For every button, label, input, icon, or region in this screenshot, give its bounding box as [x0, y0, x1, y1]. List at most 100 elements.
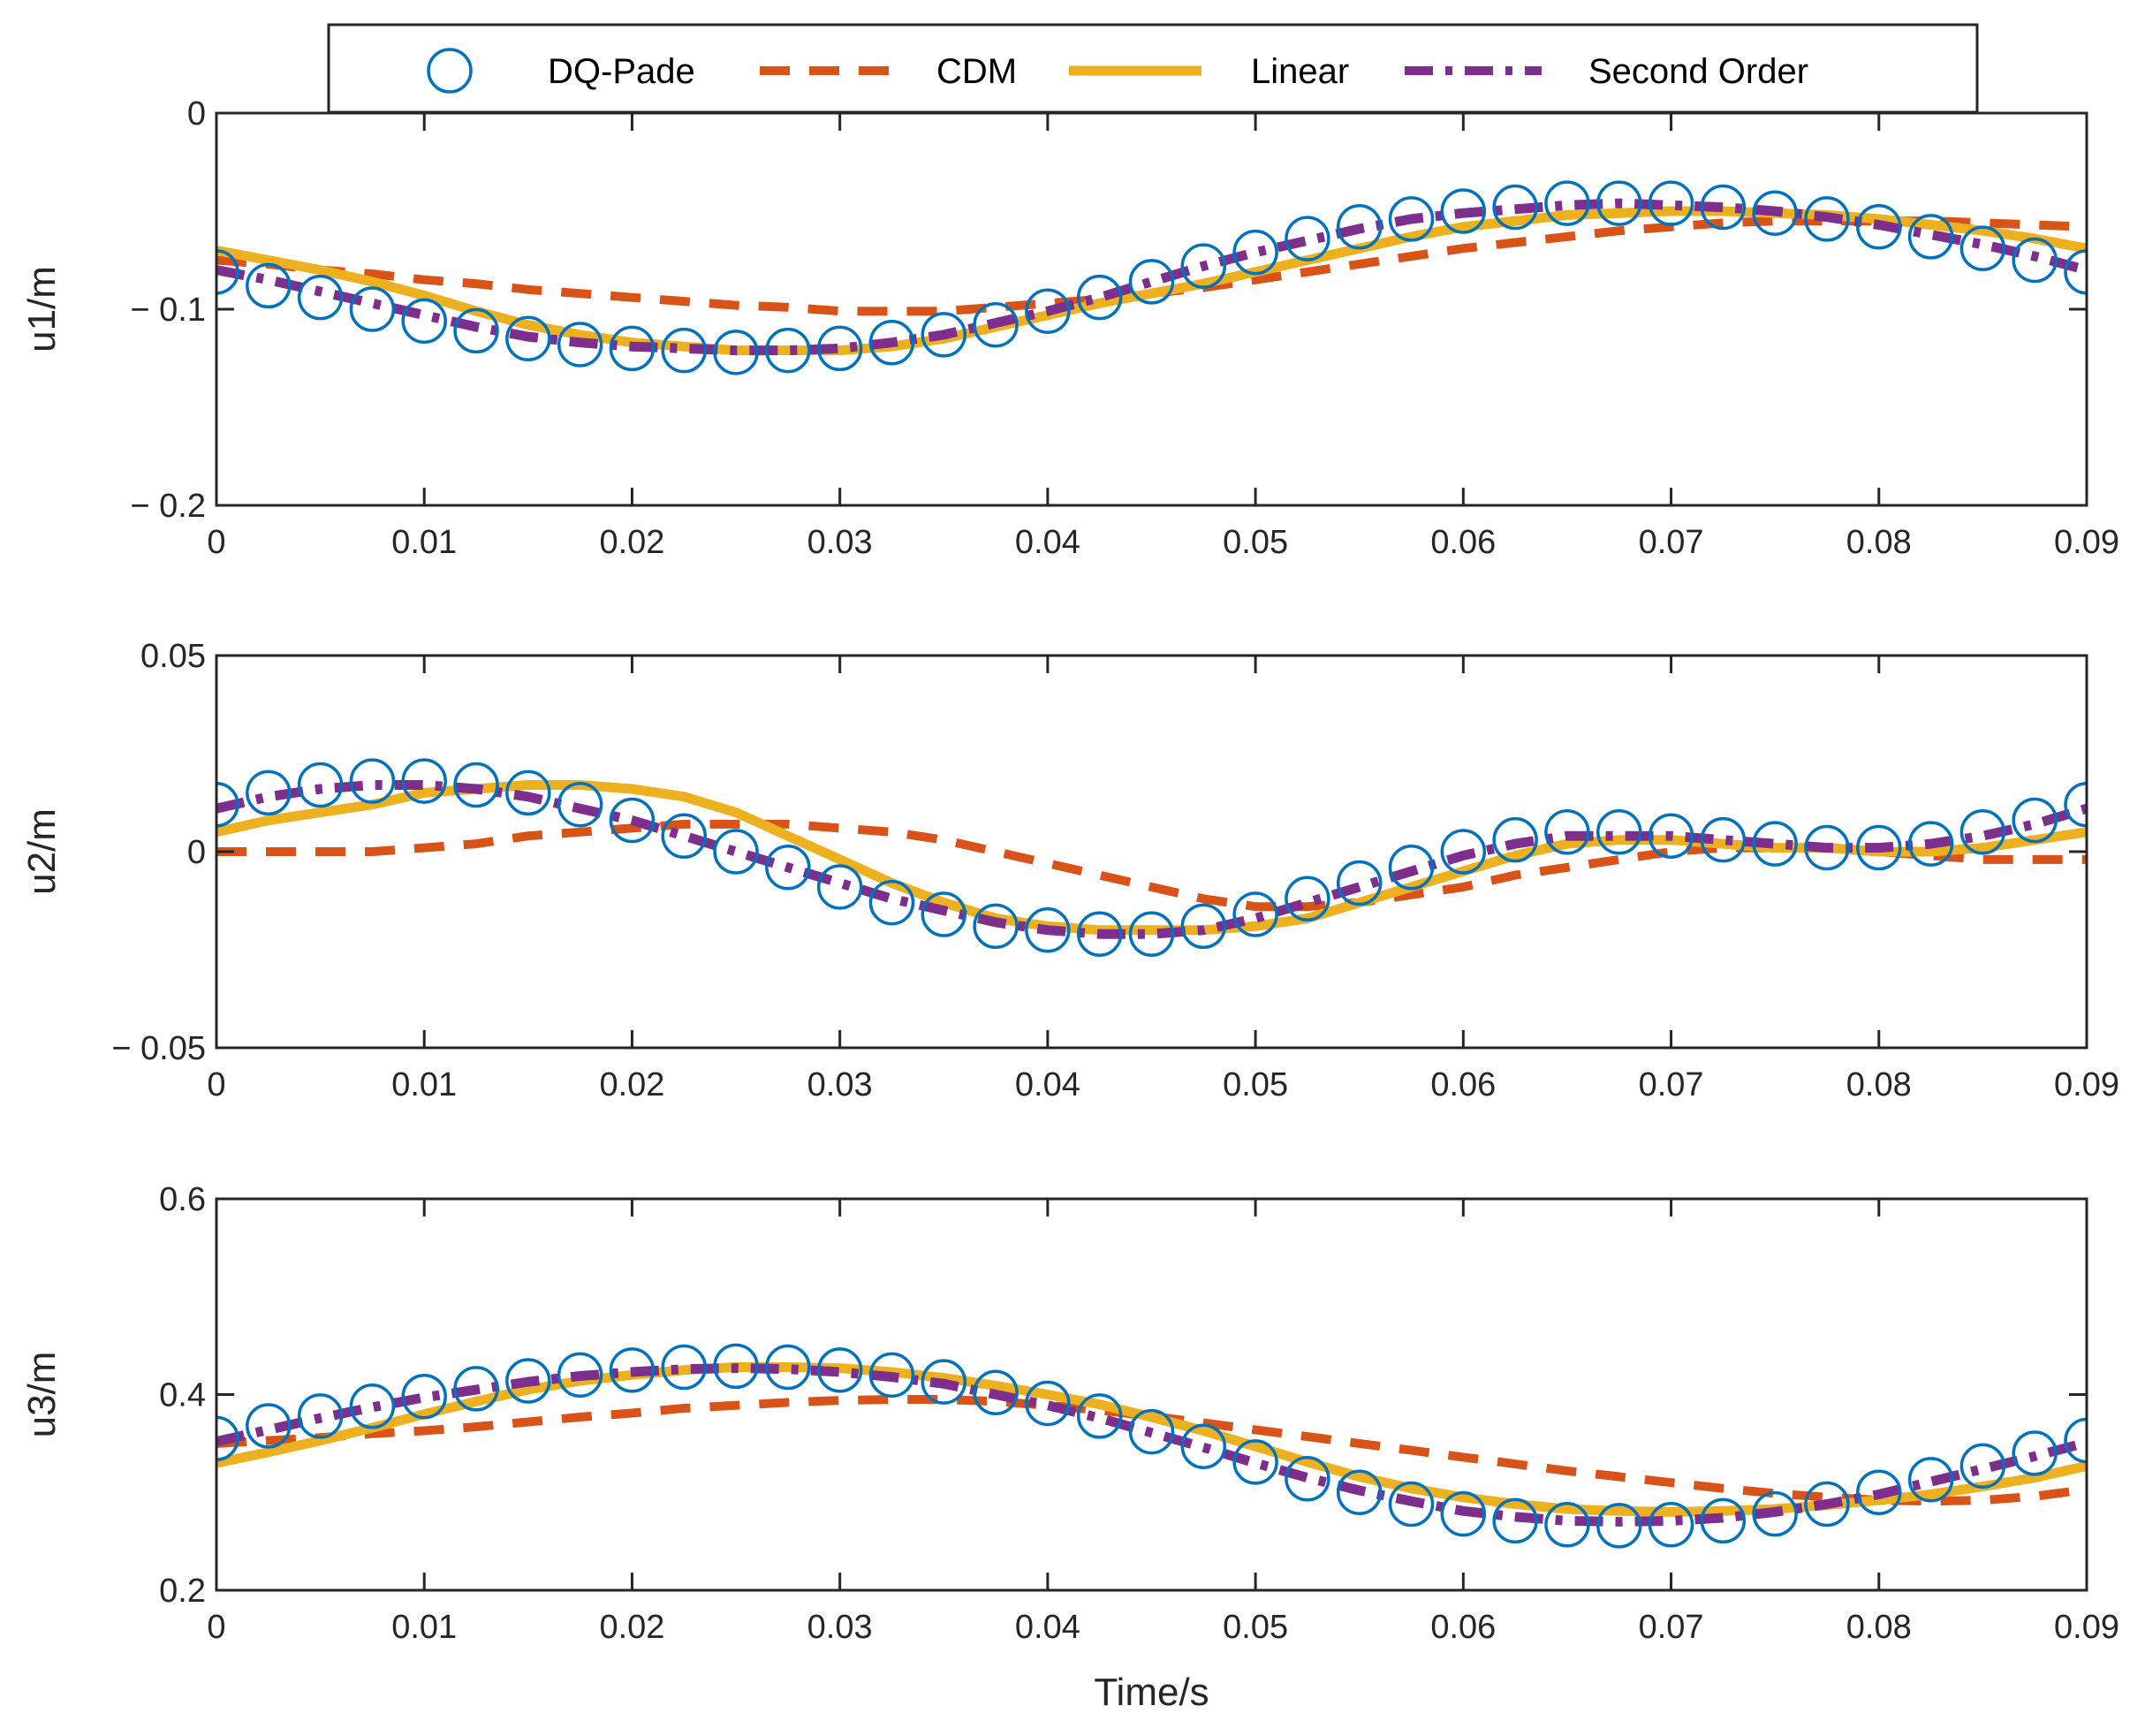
dq-pade-marker	[2064, 781, 2087, 828]
dq-pade-marker	[816, 1347, 863, 1393]
x-tick-label: 0.01	[391, 1066, 457, 1103]
dq-pade-marker	[216, 1415, 239, 1462]
dq-pade-marker	[453, 1366, 499, 1412]
dq-pade-marker	[557, 322, 603, 368]
dq-pade-marker	[868, 319, 915, 366]
dq-pade-marker	[868, 1352, 915, 1399]
x-tick-label: 0.09	[2054, 1066, 2119, 1103]
x-tick-label: 0.02	[599, 524, 664, 561]
dq-pade-marker	[1959, 809, 2006, 855]
x-tick-label: 0	[207, 524, 225, 561]
subplot-3-series	[216, 1343, 2087, 1549]
dq-pade-marker	[1752, 190, 1798, 236]
linear-line	[216, 780, 2087, 936]
subplot-2-series	[216, 758, 2087, 957]
dq-pade-marker	[1752, 821, 1798, 867]
x-tick-label: 0.03	[807, 1066, 873, 1103]
y-axis-label: u2/m	[20, 808, 64, 895]
dq-pade-marker	[661, 813, 707, 859]
x-tick-label: 0.09	[2054, 524, 2119, 561]
legend-label-1: CDM	[936, 52, 1017, 91]
x-tick-label: 0.05	[1223, 1609, 1288, 1646]
dq-pade-marker	[1856, 824, 1902, 871]
dq-pade-marker	[505, 1358, 551, 1404]
y-tick-label: 0.05	[140, 638, 206, 675]
dq-pade-marker	[297, 274, 344, 321]
dq-pade-marker	[1752, 1490, 1798, 1537]
cdm-line	[216, 1395, 2087, 1506]
dq-pade-marker	[1596, 809, 1642, 855]
dq-pade-marker	[1596, 1503, 1642, 1549]
x-tick-label: 0.03	[807, 1609, 873, 1646]
dq-pade-marker	[868, 879, 915, 926]
dq-pade-marker	[349, 758, 396, 804]
dq-pade-marker	[1388, 196, 1435, 242]
dq-pade-marker	[1025, 1380, 1071, 1427]
x-tick-label: 0.04	[1015, 1066, 1080, 1103]
dq-pade-marker	[713, 330, 759, 375]
dq-pade-marker	[2064, 249, 2087, 295]
dq-pade-marker	[1492, 816, 1538, 863]
dq-pade-marker	[1959, 1443, 2006, 1490]
dq-pade-marker	[1544, 1502, 1590, 1548]
x-tick-label: 0.08	[1846, 1066, 1912, 1103]
dq-pade-marker	[973, 903, 1019, 950]
y-tick-label: − 0.2	[130, 488, 206, 525]
x-tick-label: 0.08	[1846, 1609, 1912, 1646]
dq-pade-marker	[1648, 813, 1694, 859]
dq-pade-marker	[2012, 237, 2058, 284]
legend-label-2: Linear	[1251, 52, 1349, 91]
dq-pade-marker	[1544, 809, 1590, 855]
y-tick-label: 0.6	[159, 1181, 206, 1218]
dq-pade-marker	[246, 1403, 292, 1449]
legend-label-3: Second Order	[1588, 52, 1808, 91]
dq-pade-marker	[1648, 1502, 1694, 1548]
dq-pade-marker	[609, 797, 656, 844]
y-tick-label: 0.4	[159, 1377, 206, 1414]
dq-pade-marker	[1180, 243, 1227, 289]
x-tick-label: 0.04	[1015, 1609, 1080, 1646]
dq-pade-marker	[1285, 1455, 1330, 1502]
dq-pade-marker	[1959, 225, 2006, 271]
dq-pade-marker	[505, 315, 551, 362]
dq-pade-marker	[1907, 1457, 1954, 1503]
legend-marker-0	[427, 48, 473, 94]
x-tick-label: 0.07	[1639, 1066, 1704, 1103]
dq-pade-marker	[1285, 216, 1330, 262]
dq-pade-marker	[246, 262, 292, 309]
dq-pade-marker	[816, 325, 863, 372]
y-tick-label: − 0.1	[130, 292, 206, 329]
dq-pade-marker	[557, 1352, 603, 1399]
x-tick-label: 0.08	[1846, 524, 1912, 561]
x-tick-label: 0.06	[1430, 1066, 1496, 1103]
dq-pade-marker	[453, 307, 499, 354]
dq-pade-marker	[713, 829, 759, 875]
cdm-line	[216, 819, 2087, 912]
dq-pade-marker	[1388, 1481, 1435, 1528]
dq-pade-marker	[921, 312, 967, 358]
dq-pade-marker	[453, 762, 499, 808]
dq-pade-marker	[2012, 797, 2058, 844]
subplot-1-series	[216, 180, 2087, 375]
dq-pade-marker	[1232, 229, 1278, 276]
dq-pade-marker	[1907, 821, 1954, 867]
dq-pade-marker	[1025, 907, 1071, 953]
dq-pade-marker	[1700, 816, 1747, 863]
second-order-line	[216, 780, 2087, 939]
dq-pade-marker	[1336, 1469, 1383, 1515]
dq-pade-marker	[1804, 824, 1850, 871]
x-tick-label: 0.01	[391, 524, 457, 561]
dq-pade-marker	[216, 249, 239, 295]
dq-pade-marker	[1128, 1408, 1175, 1455]
dq-pade-marker	[765, 1344, 811, 1391]
dq-pade-marker	[2012, 1430, 2058, 1476]
subplot-3: 0 0.01 0.02 0.03 0.04 0.05 0.06 0.07 0.08 0.09 0.2…	[20, 1181, 2119, 1646]
dq-pade-marker	[816, 864, 863, 910]
dq-pade-marker	[1180, 1423, 1227, 1469]
x-tick-label: 0.09	[2054, 1609, 2119, 1646]
dq-pade-marker	[246, 769, 292, 816]
dq-pade-marker	[1856, 1469, 1902, 1515]
dq-pade-marker	[1700, 184, 1747, 231]
dq-pade-marker	[609, 325, 656, 372]
dq-pade-marker	[1440, 1490, 1487, 1537]
